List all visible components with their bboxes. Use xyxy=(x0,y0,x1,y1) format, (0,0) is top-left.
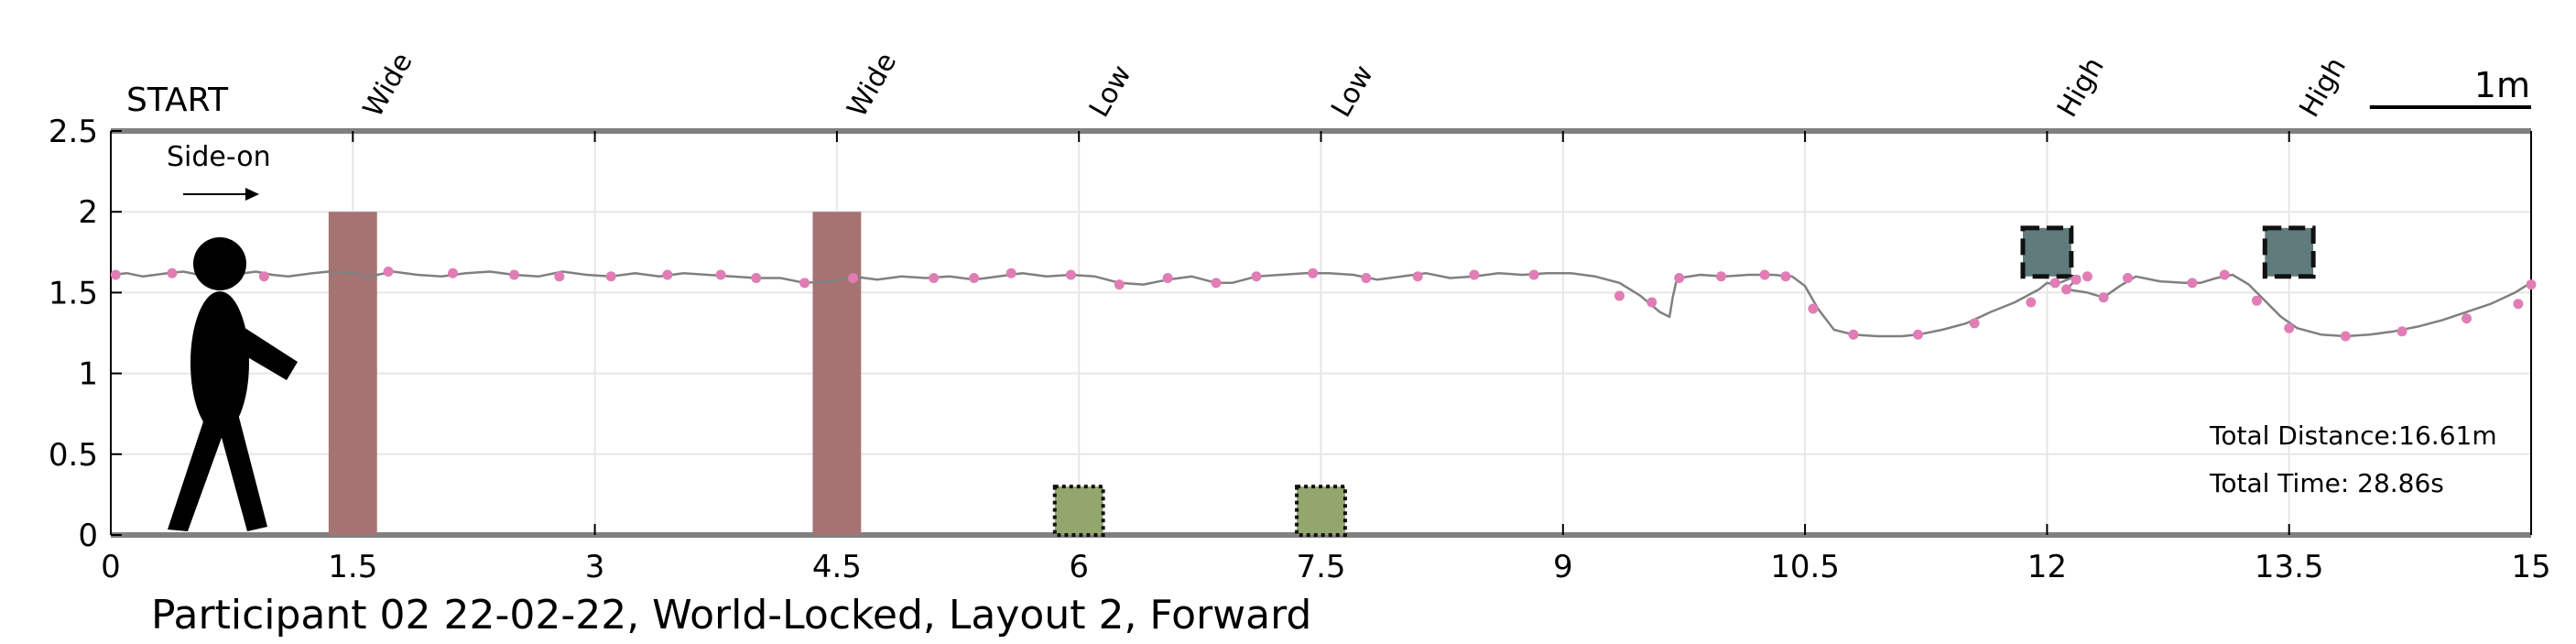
y-tick-label: 0.5 xyxy=(49,437,98,474)
path-marker xyxy=(509,269,519,280)
obstacle-low xyxy=(1295,485,1347,538)
path-marker xyxy=(1614,290,1625,301)
path-marker xyxy=(751,273,762,284)
x-tick-label: 13.5 xyxy=(2255,549,2324,585)
path-marker xyxy=(2123,273,2133,284)
x-tick-label: 3 xyxy=(585,549,605,585)
x-tick-labels: 0 1.5 3 4.5 6 7.5 9 10.5 12 13.5 15 xyxy=(101,549,2550,585)
obstacle-label: Low xyxy=(1083,60,1138,123)
total-time: Total Time: 28.86s xyxy=(2209,468,2444,498)
x-tick-label: 1.5 xyxy=(328,549,377,585)
y-tick-label: 2 xyxy=(78,194,98,231)
y-tick-label: 1.5 xyxy=(49,275,98,311)
total-distance: Total Distance:16.61m xyxy=(2209,420,2497,451)
x-tick-label: 9 xyxy=(1553,549,1573,585)
obstacle-labels: Wide Wide Low Low High High xyxy=(357,48,2353,123)
obstacle-label: High xyxy=(2051,52,2111,123)
obstacle-label: Wide xyxy=(357,48,419,123)
path-marker xyxy=(1528,269,1539,280)
path-marker xyxy=(1308,267,1319,278)
y-tick-label: 1 xyxy=(78,356,98,393)
path-marker xyxy=(605,271,616,282)
path-marker xyxy=(2219,269,2230,280)
grid-lines xyxy=(111,131,2531,535)
path-marker xyxy=(2026,297,2037,308)
path-marker xyxy=(1065,269,1076,280)
path-marker xyxy=(2462,313,2473,324)
obstacle-low xyxy=(1052,485,1105,538)
chart-title: Participant 02 22-02-22, World-Locked, L… xyxy=(151,592,1311,639)
path-marker xyxy=(1251,271,1262,282)
path-marker xyxy=(1808,303,1819,314)
path-marker xyxy=(383,266,394,277)
obstacle-wide xyxy=(812,212,862,535)
path-marker xyxy=(929,273,940,284)
path-marker xyxy=(1759,269,1770,280)
path-marker xyxy=(110,269,121,280)
path-marker xyxy=(554,271,565,282)
path-marker xyxy=(1780,271,1791,282)
walking-person-icon xyxy=(168,237,298,531)
scale-bar-label: 1m xyxy=(2474,65,2530,105)
path-marker xyxy=(1647,297,1658,308)
path-marker xyxy=(1912,329,1923,340)
obstacles xyxy=(328,212,2316,538)
path-marker xyxy=(2049,278,2060,289)
x-tick-label: 0 xyxy=(101,549,121,585)
path-marker xyxy=(2340,331,2351,342)
obstacle-high xyxy=(2262,225,2316,279)
path-marker xyxy=(1005,267,1016,278)
obstacle-wide xyxy=(328,212,377,535)
path-markers xyxy=(110,266,2537,342)
path-marker xyxy=(969,273,980,284)
path-marker xyxy=(2526,279,2537,290)
path-marker xyxy=(2061,284,2072,295)
path-marker xyxy=(2187,278,2198,289)
y-tick-labels: 0 0.5 1 1.5 2 2.5 xyxy=(49,114,98,554)
y-tick-label: 2.5 xyxy=(49,114,98,150)
obstacle-label: Low xyxy=(1325,60,1380,123)
path-marker xyxy=(2071,274,2081,285)
path-marker xyxy=(1969,318,1980,329)
path-marker xyxy=(1412,271,1423,282)
path-marker xyxy=(2081,271,2092,282)
path-marker xyxy=(799,278,810,289)
path-marker xyxy=(2251,295,2262,306)
path-marker xyxy=(1211,278,1222,289)
path-marker xyxy=(1674,273,1685,284)
start-label: START xyxy=(126,82,229,119)
obstacle-label: High xyxy=(2293,52,2353,123)
path-marker xyxy=(662,269,673,280)
direction-label: Side-on xyxy=(167,141,271,173)
path-marker xyxy=(448,267,459,278)
path-marker xyxy=(848,273,859,284)
path-marker xyxy=(1469,269,1480,280)
path-marker xyxy=(1162,273,1173,284)
y-tick-label: 0 xyxy=(78,518,98,554)
path-marker xyxy=(1114,279,1125,290)
path-marker xyxy=(258,271,269,282)
x-tick-label: 10.5 xyxy=(1770,549,1840,585)
path-marker xyxy=(1715,271,1726,282)
path-marker xyxy=(167,267,178,278)
path-marker xyxy=(2284,322,2295,333)
x-tick-label: 15 xyxy=(2511,549,2550,585)
obstacle-high xyxy=(2020,225,2074,279)
x-tick-label: 12 xyxy=(2027,549,2067,585)
path-marker xyxy=(1361,273,1372,284)
x-tick-label: 6 xyxy=(1069,549,1089,585)
path-marker xyxy=(2513,299,2524,310)
path-marker xyxy=(2397,326,2408,337)
direction-arrow-icon xyxy=(183,188,259,201)
obstacle-label: Wide xyxy=(842,48,904,123)
x-tick-label: 4.5 xyxy=(812,549,862,585)
path-marker xyxy=(1848,329,1859,340)
x-tick-label: 7.5 xyxy=(1296,549,1345,585)
path-marker xyxy=(2098,292,2109,303)
path-marker xyxy=(715,269,726,280)
